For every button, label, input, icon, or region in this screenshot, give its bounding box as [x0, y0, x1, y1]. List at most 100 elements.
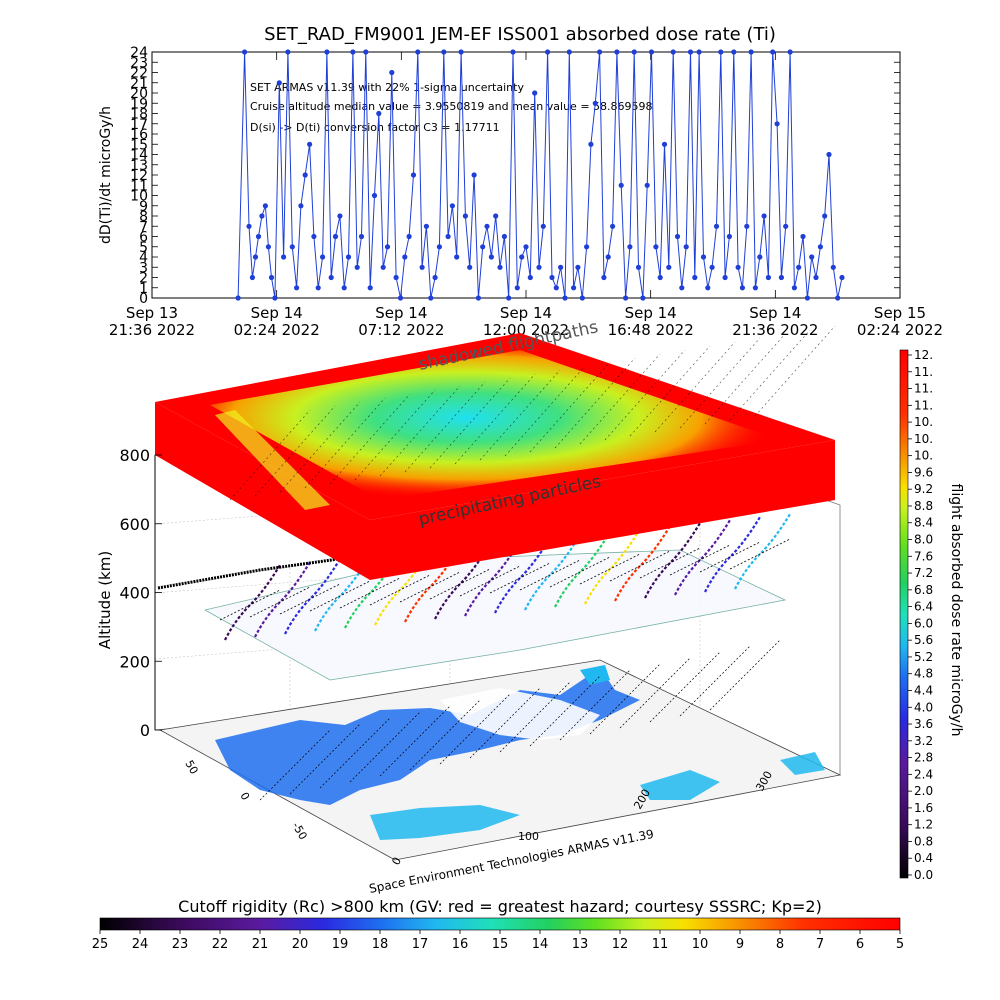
continent-shape [370, 805, 520, 840]
orbit-track [254, 561, 311, 638]
colorbar-tick-label: 0.4 [914, 851, 933, 865]
orbit-track [549, 556, 611, 588]
rigidity-colorbar: Cutoff rigidity (Rc) >800 km (GV: red = … [92, 897, 904, 952]
data-point [822, 213, 828, 219]
rigidity-tick-label: 9 [736, 937, 744, 952]
x-tick-label: Sep 14 [500, 304, 552, 322]
data-point [661, 141, 668, 147]
z-axis-label: Altitude (km) [96, 551, 114, 649]
data-point [635, 264, 642, 270]
data-point [623, 295, 629, 301]
colorbar-tick-label: 6.4 [914, 600, 933, 614]
ground-track [589, 663, 661, 735]
data-point [718, 49, 724, 55]
data-point [436, 244, 442, 250]
orbit-track [284, 558, 341, 635]
data-point [406, 233, 412, 240]
rigidity-tick-label: 7 [816, 937, 824, 952]
top-track [229, 409, 311, 501]
top-track [754, 325, 836, 417]
rigidity-tick-label: 16 [452, 937, 469, 952]
data-point [471, 172, 477, 178]
data-point [449, 203, 455, 209]
x-tick-label: Sep 14 [251, 304, 303, 322]
rigidity-colorbar-fill [99, 917, 901, 931]
colorbar-tick-label: 2.0 [914, 784, 933, 798]
y-tick-label: 0 [139, 291, 148, 307]
rigidity-tick-label: 5 [896, 937, 904, 952]
data-point [262, 203, 268, 209]
data-point [579, 295, 585, 301]
colorbar-tick-label: 2.4 [914, 767, 933, 781]
y-tick-label: 7 [139, 219, 148, 235]
data-point [389, 69, 395, 76]
top-track [654, 341, 736, 433]
orbit-track [699, 541, 761, 573]
rigidity-tick-label: 14 [532, 937, 549, 952]
top-track [279, 401, 361, 493]
data-point [255, 233, 262, 240]
data-point [337, 213, 343, 219]
orbit-track [249, 586, 311, 618]
data-point [562, 295, 568, 301]
rigidity-tick-label: 23 [172, 937, 189, 952]
top-track [329, 393, 411, 485]
data-point [397, 295, 404, 301]
colorbar-tick-label: 1.6 [914, 801, 933, 815]
data-point [830, 264, 836, 270]
y-tick-label: 21 [130, 76, 148, 92]
data-point [298, 203, 304, 209]
data-point [644, 182, 650, 188]
x-tick-label: 21:36 2022 [109, 321, 195, 339]
data-point [423, 223, 429, 229]
data-point [488, 254, 494, 260]
x-tick-label: 02:24 2022 [857, 321, 943, 339]
colorbar-tick-label: 10. [914, 432, 933, 446]
x-tick-label: 07:12 2022 [358, 321, 444, 339]
data-point [813, 274, 819, 281]
y-tick-label: 17 [130, 117, 148, 133]
continent-shape [580, 665, 610, 685]
data-point [614, 49, 620, 55]
colorbar-tick-label: 9.6 [914, 465, 933, 479]
data-point [783, 223, 789, 229]
data-point [249, 274, 255, 281]
colorbar-tick-label: 7.6 [914, 549, 933, 563]
data-point [272, 295, 278, 301]
x-tick-label: Sep 14 [749, 304, 801, 322]
rigidity-tick-label: 21 [252, 937, 269, 952]
y-tick-label: 22 [130, 66, 148, 82]
data-point [281, 254, 287, 260]
x-tick-label: Sep 15 [874, 304, 926, 322]
z-tick-label: 400 [119, 584, 150, 603]
data-point [441, 49, 447, 55]
continent-shape [440, 688, 600, 740]
colorbar-tick-label: 8.0 [914, 533, 933, 547]
data-point [493, 213, 499, 219]
top-track [379, 385, 461, 477]
data-point [484, 223, 490, 229]
colorbar-tick-label: 4.4 [914, 683, 933, 697]
colorbar-tick-label: 3.6 [914, 717, 933, 731]
data-point [285, 49, 291, 55]
ground-track [259, 729, 331, 801]
data-point [324, 49, 330, 55]
data-point [610, 223, 616, 229]
x-tick-label: 02:24 2022 [234, 321, 320, 339]
x-tick-label: Sep 14 [375, 304, 427, 322]
y-tick-label: 12 [130, 168, 148, 184]
data-point [735, 264, 741, 270]
floor-y-tick: -50 [289, 820, 309, 842]
ground-track [709, 639, 781, 711]
data-point [571, 285, 577, 291]
y-tick-label: 18 [130, 107, 148, 123]
data-point [787, 49, 793, 55]
data-point [265, 244, 271, 250]
top-track [254, 405, 336, 497]
top-track [429, 377, 511, 469]
rigidity-tick-label: 24 [132, 937, 149, 952]
orbit-track [669, 544, 731, 576]
colorbar-fill [899, 349, 909, 879]
colorbar-tick-label: 10. [914, 449, 933, 463]
